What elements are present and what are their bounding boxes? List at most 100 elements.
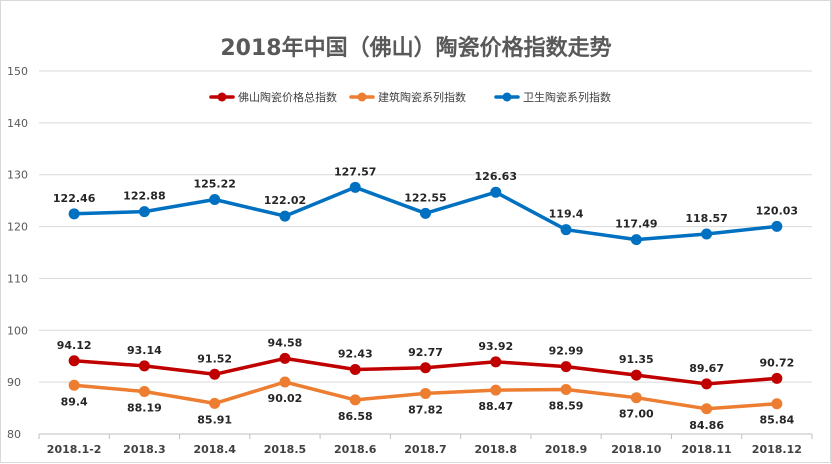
data-point-2-5 <box>420 207 431 219</box>
data-label: 88.19 <box>127 402 162 415</box>
grid-layer <box>39 70 812 383</box>
data-point-1-4 <box>349 394 361 406</box>
y-tick-label: 110 <box>7 272 28 285</box>
x-tick-label: 2018.1-2 <box>47 443 102 456</box>
data-label: 88.47 <box>478 400 513 413</box>
data-point-2-8 <box>630 234 642 246</box>
data-label: 92.99 <box>549 345 584 358</box>
data-label: 88.59 <box>549 399 584 412</box>
data-point-1-8 <box>630 392 642 404</box>
data-label: 117.49 <box>615 218 657 231</box>
legend-item-1: 建筑陶瓷系列指数 <box>349 90 466 104</box>
data-label: 120.03 <box>756 204 798 217</box>
x-tick-label: 2018.12 <box>752 443 802 456</box>
data-label: 127.57 <box>334 165 376 178</box>
data-point-1-9 <box>701 403 713 415</box>
data-point-2-0 <box>68 208 80 220</box>
data-label: 90.02 <box>268 392 303 405</box>
x-tick-label: 2018.3 <box>123 443 165 456</box>
data-point-1-6 <box>490 384 502 396</box>
data-point-2-3 <box>279 210 291 222</box>
data-point-0-7 <box>560 361 572 373</box>
data-point-1-7 <box>560 383 572 395</box>
data-label: 118.57 <box>685 212 727 225</box>
x-tick-label: 2018.4 <box>193 443 236 456</box>
y-tick-label: 130 <box>7 169 28 182</box>
data-label: 92.43 <box>338 348 373 361</box>
y-tick-label: 150 <box>7 65 28 78</box>
data-point-1-5 <box>420 387 431 399</box>
data-label: 122.46 <box>53 192 96 205</box>
x-tick-label: 2018.9 <box>545 443 587 456</box>
y-tick-label: 90 <box>7 376 21 389</box>
data-point-1-10 <box>771 398 783 410</box>
data-point-0-9 <box>701 378 713 390</box>
x-tick-label: 2018.10 <box>611 443 661 456</box>
data-point-2-4 <box>349 181 361 193</box>
data-label: 94.12 <box>57 339 92 352</box>
data-point-0-5 <box>420 362 431 374</box>
data-point-2-10 <box>771 220 783 232</box>
data-label: 93.92 <box>478 340 513 353</box>
data-point-1-3 <box>279 376 291 388</box>
data-label: 122.02 <box>264 194 306 207</box>
data-point-1-0 <box>68 379 80 391</box>
data-label: 93.14 <box>127 344 162 357</box>
data-label: 91.35 <box>619 353 654 366</box>
legend-swatch-marker <box>357 92 367 102</box>
legend-label: 建筑陶瓷系列指数 <box>378 90 466 104</box>
data-label: 122.55 <box>404 191 446 204</box>
x-tick-label: 2018.6 <box>334 443 377 456</box>
data-point-0-3 <box>279 352 291 364</box>
data-point-1-2 <box>209 397 221 409</box>
legend-label: 卫生陶瓷系列指数 <box>523 90 611 104</box>
data-label: 91.52 <box>197 352 232 365</box>
chart-title: 2018年中国（佛山）陶瓷价格指数走势 <box>220 35 611 61</box>
axis-layer: 80 90 100 110 120 130 140 150 2018.1-2 2018.3 2018… <box>7 65 813 456</box>
data-point-2-1 <box>138 206 150 218</box>
legend-swatch-marker <box>217 92 227 102</box>
data-label: 84.86 <box>689 419 724 432</box>
label-layer: 94.12 93.14 91.52 94.58 92.43 92.77 93.92 92.99… <box>53 165 798 431</box>
data-point-2-2 <box>209 194 221 206</box>
data-point-0-1 <box>138 360 150 372</box>
data-label: 126.63 <box>475 170 517 183</box>
data-label: 90.72 <box>759 356 794 369</box>
data-point-0-0 <box>68 355 80 367</box>
y-tick-label: 120 <box>7 221 28 234</box>
data-label: 119.4 <box>549 208 584 221</box>
data-point-0-4 <box>349 364 361 376</box>
y-tick-label: 80 <box>7 428 21 441</box>
data-label: 122.88 <box>123 190 165 203</box>
data-label: 87.82 <box>408 403 443 416</box>
data-label: 85.84 <box>759 414 794 427</box>
series-layer <box>68 181 783 415</box>
x-tick-label: 2018.7 <box>404 443 446 456</box>
data-point-0-10 <box>771 372 783 384</box>
legend-item-0: 佛山陶瓷价格总指数 <box>209 90 337 104</box>
data-label: 92.77 <box>408 346 443 359</box>
data-label: 94.58 <box>268 336 303 349</box>
legend-item-2: 卫生陶瓷系列指数 <box>494 90 611 104</box>
data-label: 87.00 <box>619 408 654 421</box>
data-label: 89.67 <box>689 362 724 375</box>
data-label: 125.22 <box>193 178 235 191</box>
y-tick-label: 100 <box>7 324 28 337</box>
data-point-0-2 <box>209 368 221 380</box>
legend-swatch-marker <box>502 92 512 102</box>
data-point-2-7 <box>560 224 572 236</box>
data-point-2-6 <box>490 186 502 198</box>
data-label: 89.4 <box>61 395 88 408</box>
x-tick-label: 2018.5 <box>264 443 306 456</box>
data-label: 85.91 <box>197 413 232 426</box>
y-tick-label: 140 <box>7 117 28 130</box>
legend: 佛山陶瓷价格总指数 建筑陶瓷系列指数 卫生陶瓷系列指数 <box>209 90 611 104</box>
data-point-0-8 <box>630 369 642 381</box>
legend-label: 佛山陶瓷价格总指数 <box>238 90 337 104</box>
data-label: 86.58 <box>338 410 373 423</box>
data-point-2-9 <box>701 228 713 240</box>
x-tick-label: 2018.8 <box>475 443 517 456</box>
data-point-1-1 <box>138 386 150 398</box>
